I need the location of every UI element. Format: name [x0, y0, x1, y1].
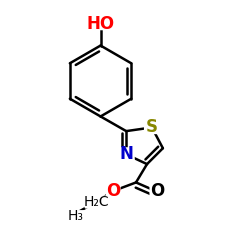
Text: O: O	[106, 182, 120, 200]
Text: N: N	[119, 145, 133, 163]
FancyBboxPatch shape	[84, 196, 108, 208]
FancyBboxPatch shape	[84, 14, 118, 30]
FancyBboxPatch shape	[106, 185, 120, 197]
Text: S: S	[146, 118, 158, 136]
Text: H₂C: H₂C	[83, 195, 109, 209]
Text: HO: HO	[86, 14, 115, 32]
FancyBboxPatch shape	[144, 121, 160, 134]
FancyBboxPatch shape	[64, 210, 85, 223]
Text: H₃: H₃	[68, 209, 84, 223]
FancyBboxPatch shape	[118, 147, 135, 162]
Text: O: O	[150, 182, 164, 200]
FancyBboxPatch shape	[150, 185, 164, 198]
